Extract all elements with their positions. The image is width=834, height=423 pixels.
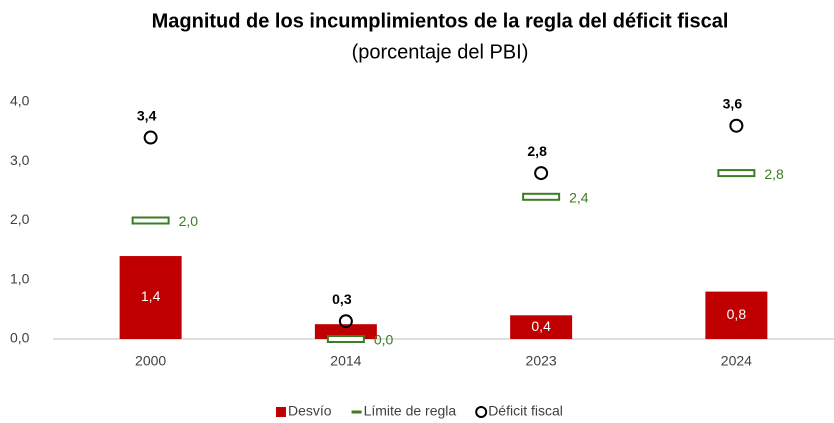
limit-label: 2,0 xyxy=(179,213,199,229)
bar-label: 0,4 xyxy=(531,318,551,334)
y-tick-label: 4,0 xyxy=(10,93,30,109)
x-tick-label: 2024 xyxy=(721,353,752,369)
y-tick-label: 2,0 xyxy=(10,211,30,227)
deficit-label: 3,6 xyxy=(723,95,743,111)
x-tick-label: 2014 xyxy=(330,353,361,369)
bar xyxy=(510,315,573,339)
legend-swatch xyxy=(475,406,488,418)
legend-swatch xyxy=(276,407,286,417)
limit-marker xyxy=(522,192,561,201)
bar xyxy=(119,256,182,339)
bar xyxy=(705,291,768,339)
limit-marker xyxy=(131,216,170,225)
legend-label: Límite de regla xyxy=(364,403,457,419)
legend-swatch xyxy=(351,410,362,414)
legend-label: Déficit fiscal xyxy=(488,403,563,419)
limit-label: 2,8 xyxy=(764,166,784,182)
deficit-label: 2,8 xyxy=(527,143,547,159)
limit-marker xyxy=(717,169,756,178)
deficit-marker xyxy=(534,166,549,181)
deficit-marker xyxy=(729,118,744,133)
y-tick-label: 1,0 xyxy=(10,270,30,286)
limit-label: 0,0 xyxy=(374,332,394,348)
y-tick-label: 3,0 xyxy=(10,152,30,168)
chart-subtitle: (porcentaje del PBI) xyxy=(352,41,529,63)
limit-marker xyxy=(326,335,365,343)
deficit-label: 3,4 xyxy=(137,107,157,123)
limit-label: 2,4 xyxy=(569,190,589,206)
x-tick-label: 2000 xyxy=(135,353,166,369)
deficit-marker xyxy=(338,314,353,329)
deficit-label: 0,3 xyxy=(332,291,352,307)
y-tick-label: 0,0 xyxy=(10,330,30,346)
deficit-marker xyxy=(143,130,158,145)
bar-label: 1,4 xyxy=(141,288,161,304)
chart-title: Magnitud de los incumplimientos de la re… xyxy=(152,10,729,32)
bar-label: 0,8 xyxy=(727,306,747,322)
legend-label: Desvío xyxy=(288,403,332,419)
x-tick-label: 2023 xyxy=(526,353,557,369)
